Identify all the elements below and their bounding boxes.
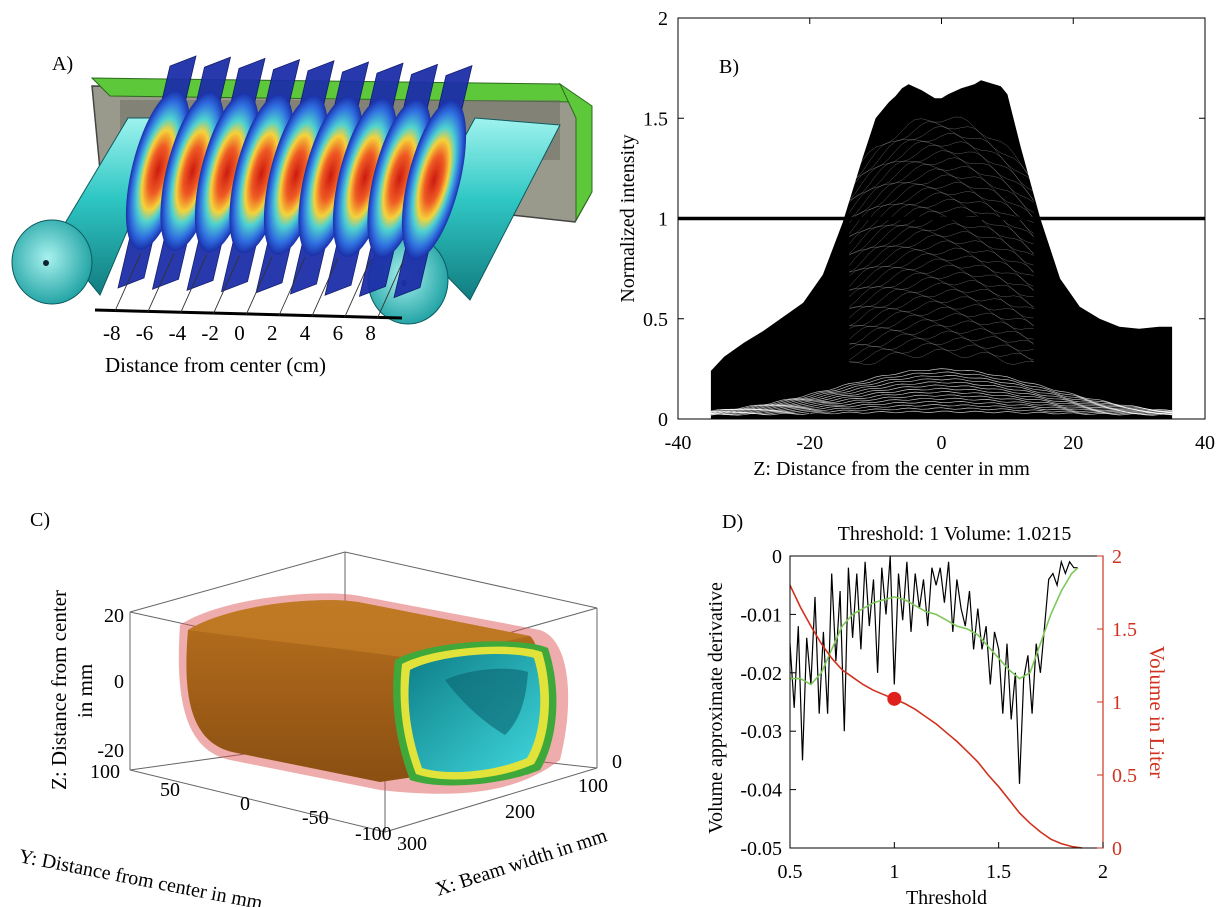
y-axis-label: Volume approximate derivative [705, 582, 727, 834]
panel-a-tick-label: -8 [103, 321, 121, 345]
beam-intensity-slices [117, 55, 473, 299]
y2-tick-label: 0 [1112, 838, 1122, 860]
panel-a-label: A) [52, 53, 73, 75]
panel-a-xlabel: Distance from center (cm) [105, 353, 326, 377]
panel-b: B) -40 -20 0 20 40 0 0.5 1 1.5 2 Z: Distance from … [617, 8, 1215, 480]
x-tick-label: 1 [889, 861, 899, 883]
panel-a-tick-label: 6 [333, 321, 344, 345]
x-axis-label: Threshold [906, 887, 987, 907]
panel-c-label: C) [30, 509, 50, 531]
z-tick-label: 0 [114, 671, 124, 693]
panel-a-tick-label: 0 [234, 321, 245, 345]
y2-tick-label: 2 [1112, 546, 1122, 568]
coil-apparatus-illustration [11, 55, 593, 325]
beam-slice [324, 62, 404, 296]
x-tick-label: 40 [1195, 432, 1215, 454]
y2-axis-label: Volume in Liter [1145, 646, 1169, 779]
intensity-trace-envelope [710, 80, 1173, 419]
beam-slice [220, 58, 301, 293]
panel-d: D) Threshold: 1 Volume: 1.0215 0.5 1 1.5 2 -0… [705, 511, 1169, 907]
y-axis-label: Normalized intensity [617, 134, 639, 302]
panel-c-zlabel-line2: in mm [73, 664, 97, 718]
beam-slice [289, 61, 370, 295]
y-tick-label: -0.04 [740, 780, 782, 802]
beam-slice [186, 57, 266, 292]
beam-slice [393, 64, 473, 299]
x-tick-label: 200 [505, 801, 535, 823]
z-tick-label: 20 [104, 605, 124, 627]
y-tick-label: 0 [240, 793, 250, 815]
panel-a-tick-labels: -8 -6 -4 -2 0 2 4 6 8 [103, 321, 376, 345]
panel-c-xlabel: X: Beam width in mm [433, 824, 610, 900]
x-tick-label: 20 [1063, 432, 1083, 454]
panel-a-tick-label: 4 [300, 321, 311, 345]
y-tick-label: 0 [772, 546, 782, 568]
panel-d-plot: Threshold: 1 Volume: 1.0215 0.5 1 1.5 2 -0.05… [705, 523, 1169, 907]
x-tick-label: 1.5 [986, 861, 1011, 883]
panel-a-tick-label: 8 [365, 321, 376, 345]
y-tick-label: 50 [160, 779, 180, 801]
y-tick-label: -0.03 [740, 721, 782, 743]
y-tick-label: 1 [658, 209, 668, 231]
y-tick-label: 0 [658, 409, 668, 431]
x-axis-label: Z: Distance from the center in mm [753, 458, 1030, 480]
threshold-marker-point [887, 691, 902, 706]
panel-b-plot: -40 -20 0 20 40 0 0.5 1 1.5 2 Z: Distance from the… [617, 8, 1215, 480]
beam-volume-3d-illustration [129, 551, 598, 833]
panel-a-tick-label: -6 [136, 321, 154, 345]
y-tick-label: -0.05 [740, 838, 782, 860]
beam-slice [117, 55, 197, 289]
z-tick-label: -20 [97, 740, 124, 762]
panel-a-tick-label: -4 [169, 321, 187, 345]
y-tick-label: 1.5 [643, 108, 668, 130]
y2-tick-label: 0.5 [1112, 765, 1137, 787]
panel-d-axes-frame [789, 555, 1104, 849]
beam-slice [358, 63, 439, 298]
y2-tick-label: 1.5 [1112, 619, 1137, 641]
panel-d-title: Threshold: 1 Volume: 1.0215 [838, 523, 1072, 545]
x-tick-label: 2 [1098, 861, 1108, 883]
panel-c: C) [17, 509, 622, 907]
x-tick-label: 300 [397, 833, 427, 855]
derivative-series-line [789, 555, 1078, 784]
y-tick-label: -50 [302, 807, 329, 829]
x-tick-label: 0 [937, 432, 947, 454]
panel-b-label: B) [719, 56, 739, 78]
volume-series-line [789, 584, 1083, 849]
x-tick-label: -40 [665, 432, 692, 454]
y-tick-label: -0.02 [740, 663, 782, 685]
panel-d-label: D) [722, 511, 743, 533]
x-tick-label: 100 [578, 775, 608, 797]
panel-a: A) -8 -6 -4 -2 0 2 4 6 8 Distance from center (c… [11, 53, 593, 377]
panel-a-tick-label: -2 [201, 321, 219, 345]
beam-slice [151, 56, 232, 290]
y2-tick-label: 1 [1112, 692, 1122, 714]
smoothed-derivative-line [790, 567, 1079, 686]
y-tick-label: -100 [355, 823, 392, 845]
panel-c-zlabel-line1: Z: Distance from center [47, 590, 71, 790]
x-tick-label: -20 [796, 432, 823, 454]
y-tick-label: 2 [658, 8, 668, 30]
beam-slice [255, 60, 335, 294]
panel-c-ylabel: Y: Distance from center in mm [17, 845, 265, 907]
x-tick-label: 0.5 [778, 861, 803, 883]
y-tick-label: -0.01 [740, 604, 782, 626]
y-tick-label: 100 [90, 761, 120, 783]
panel-a-tick-label: 2 [267, 321, 278, 345]
y-tick-label: 0.5 [643, 309, 668, 331]
x-tick-label: 0 [612, 751, 622, 773]
